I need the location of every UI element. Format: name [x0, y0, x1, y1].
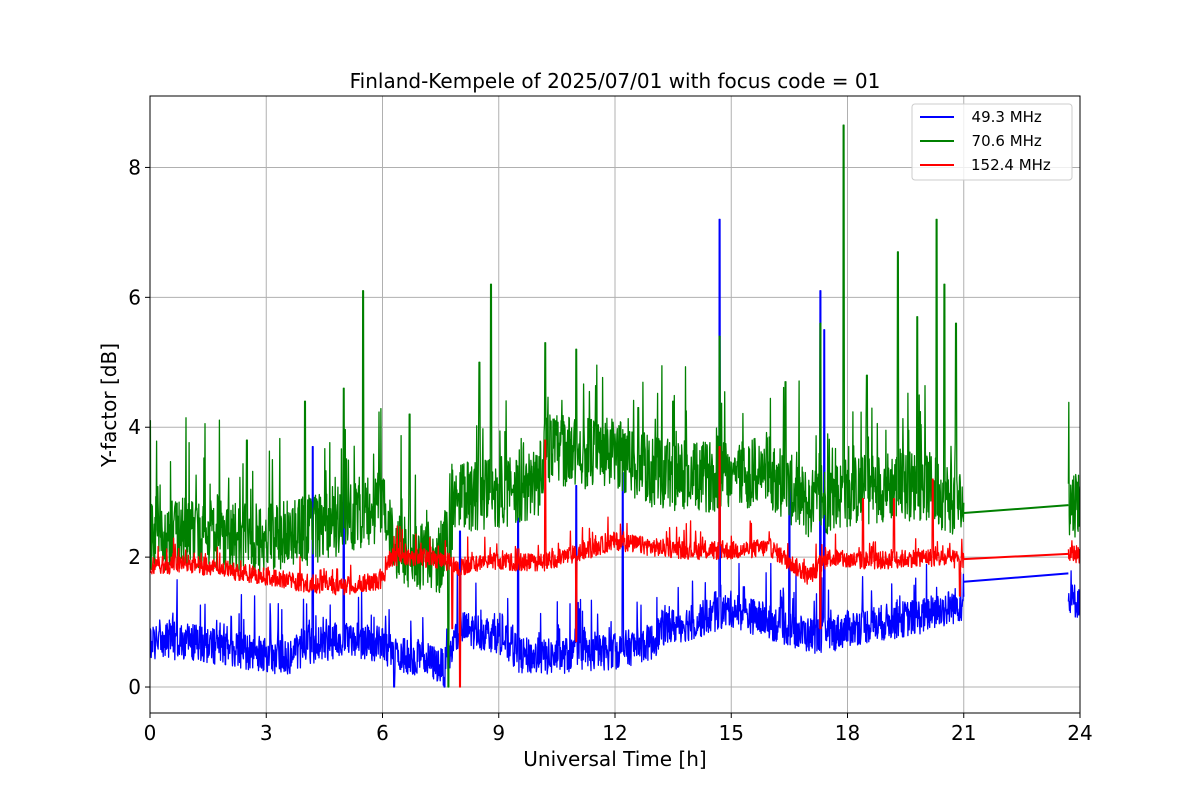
y-tick-label: 0: [128, 675, 141, 699]
gap-connector-152mhz: [963, 552, 1069, 561]
legend-label-49mhz: 49.3 MHz: [962, 108, 1042, 126]
series-line-152mhz: [150, 439, 1080, 688]
y-tick-label: 2: [128, 545, 141, 569]
plot-area: [150, 124, 1080, 688]
series-layer: [150, 124, 1080, 688]
gap-connector-70mhz: [963, 504, 1069, 514]
gap-connector-49mhz: [963, 572, 1069, 583]
legend-box: [911, 103, 1073, 181]
x-tick-label: 24: [1067, 721, 1092, 745]
x-tick-label: 6: [376, 721, 389, 745]
series-line-49mhz: [150, 218, 1080, 688]
x-tick-label: 12: [602, 721, 627, 745]
y-tick-label: 8: [128, 155, 141, 179]
x-tick-label: 21: [951, 721, 976, 745]
series-line-70mhz: [150, 124, 1080, 688]
chart-title: Finland-Kempele of 2025/07/01 with focus…: [350, 69, 881, 93]
x-tick-label: 0: [144, 721, 157, 745]
y-tick-label: 6: [128, 285, 141, 309]
x-tick-label: 15: [719, 721, 744, 745]
x-tick-label: 3: [260, 721, 273, 745]
x-tick-label: 9: [492, 721, 505, 745]
x-axis-label: Universal Time [h]: [523, 747, 706, 771]
legend: 49.3 MHz 70.6 MHz 152.4 MHz: [911, 103, 1073, 181]
y-tick-label: 4: [128, 415, 141, 439]
x-tick-label: 18: [835, 721, 860, 745]
y-axis-label: Y-factor [dB]: [97, 343, 121, 468]
legend-label-152mhz: 152.4 MHz: [971, 156, 1051, 174]
legend-label-70mhz: 70.6 MHz: [962, 132, 1042, 150]
